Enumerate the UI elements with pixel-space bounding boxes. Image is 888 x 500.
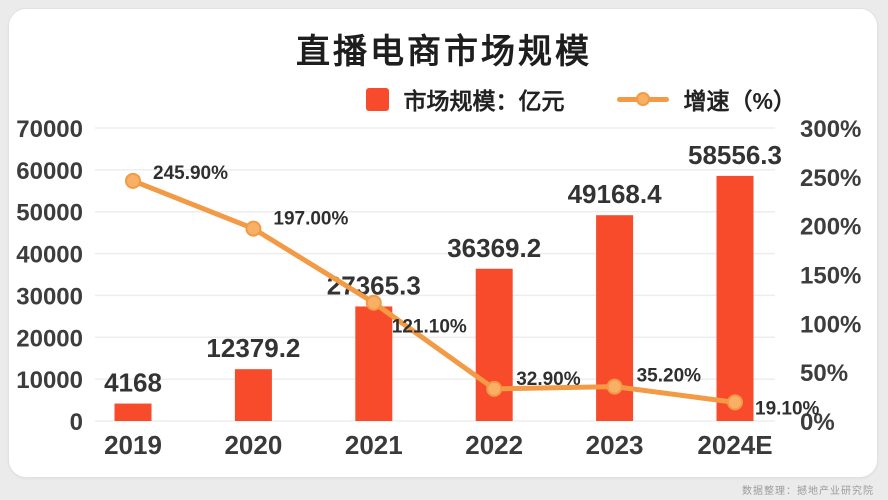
x-axis-tick-label: 2021 [345,430,403,460]
growth-value-label: 197.00% [273,209,348,230]
bar [716,175,754,421]
bar-value-label: 58556.3 [688,140,782,170]
y-axis-tick-label: 60000 [16,158,83,185]
growth-value-label: 121.10% [392,317,467,338]
y2-axis-tick-label: 300% [800,116,861,143]
bar [114,403,152,421]
y2-axis-tick-label: 50% [800,360,848,387]
y2-axis-tick-label: 150% [800,263,861,290]
bar-value-label: 36369.2 [447,233,541,263]
x-axis-tick-label: 2023 [586,430,644,460]
bar-value-label: 4168 [104,368,162,398]
y-axis-tick-label: 40000 [16,242,83,269]
bar [355,306,393,421]
y2-axis-tick-label: 250% [800,165,861,192]
y2-axis-tick-label: 200% [800,214,861,241]
bar [475,268,513,421]
data-source-note: 数据整理：撼地产业研究院 [742,486,874,497]
line-marker [245,220,262,237]
bar-value-label: 12379.2 [206,333,300,363]
growth-line [130,178,738,405]
y-axis-tick-label: 20000 [16,325,83,352]
y-axis-tick-label: 10000 [16,367,83,394]
y-axis-tick-label: 30000 [16,283,83,310]
legend-item-market-size[interactable]: 市场规模：亿元 [403,88,565,114]
line-marker [486,380,503,397]
growth-value-label: 245.90% [153,163,228,184]
growth-value-label: 35.20% [637,366,702,387]
legend-bar-swatch [365,87,389,111]
line-marker [727,394,743,411]
bar [234,369,272,421]
growth-value-label: 32.90% [516,369,581,390]
legend: 市场规模：亿元 增速（%） [365,82,796,116]
y-axis-tick-label: 50000 [16,200,83,227]
chart-title: 直播电商市场规模 [296,33,592,71]
growth-value-label: 19.10% [755,398,820,419]
y-axis-tick-label: 70000 [16,116,83,143]
bar-value-label: 49168.4 [568,179,663,209]
y2-axis-tick-label: 0% [800,409,835,436]
legend-line-swatch [616,88,669,110]
legend-line-dot-icon [635,92,650,106]
x-axis-tick-label: 2022 [465,430,523,460]
legend-item-growth-rate[interactable]: 增速（%） [683,88,796,114]
x-axis-tick-label: 2024E [697,430,772,460]
y2-axis-tick-label: 100% [800,311,861,338]
line-marker [125,172,141,189]
y-axis-tick-label: 0 [70,409,83,436]
x-axis-tick-label: 2019 [104,430,162,460]
x-axis-tick-label: 2020 [224,430,282,460]
line-marker [606,378,623,395]
line-marker [365,294,382,311]
